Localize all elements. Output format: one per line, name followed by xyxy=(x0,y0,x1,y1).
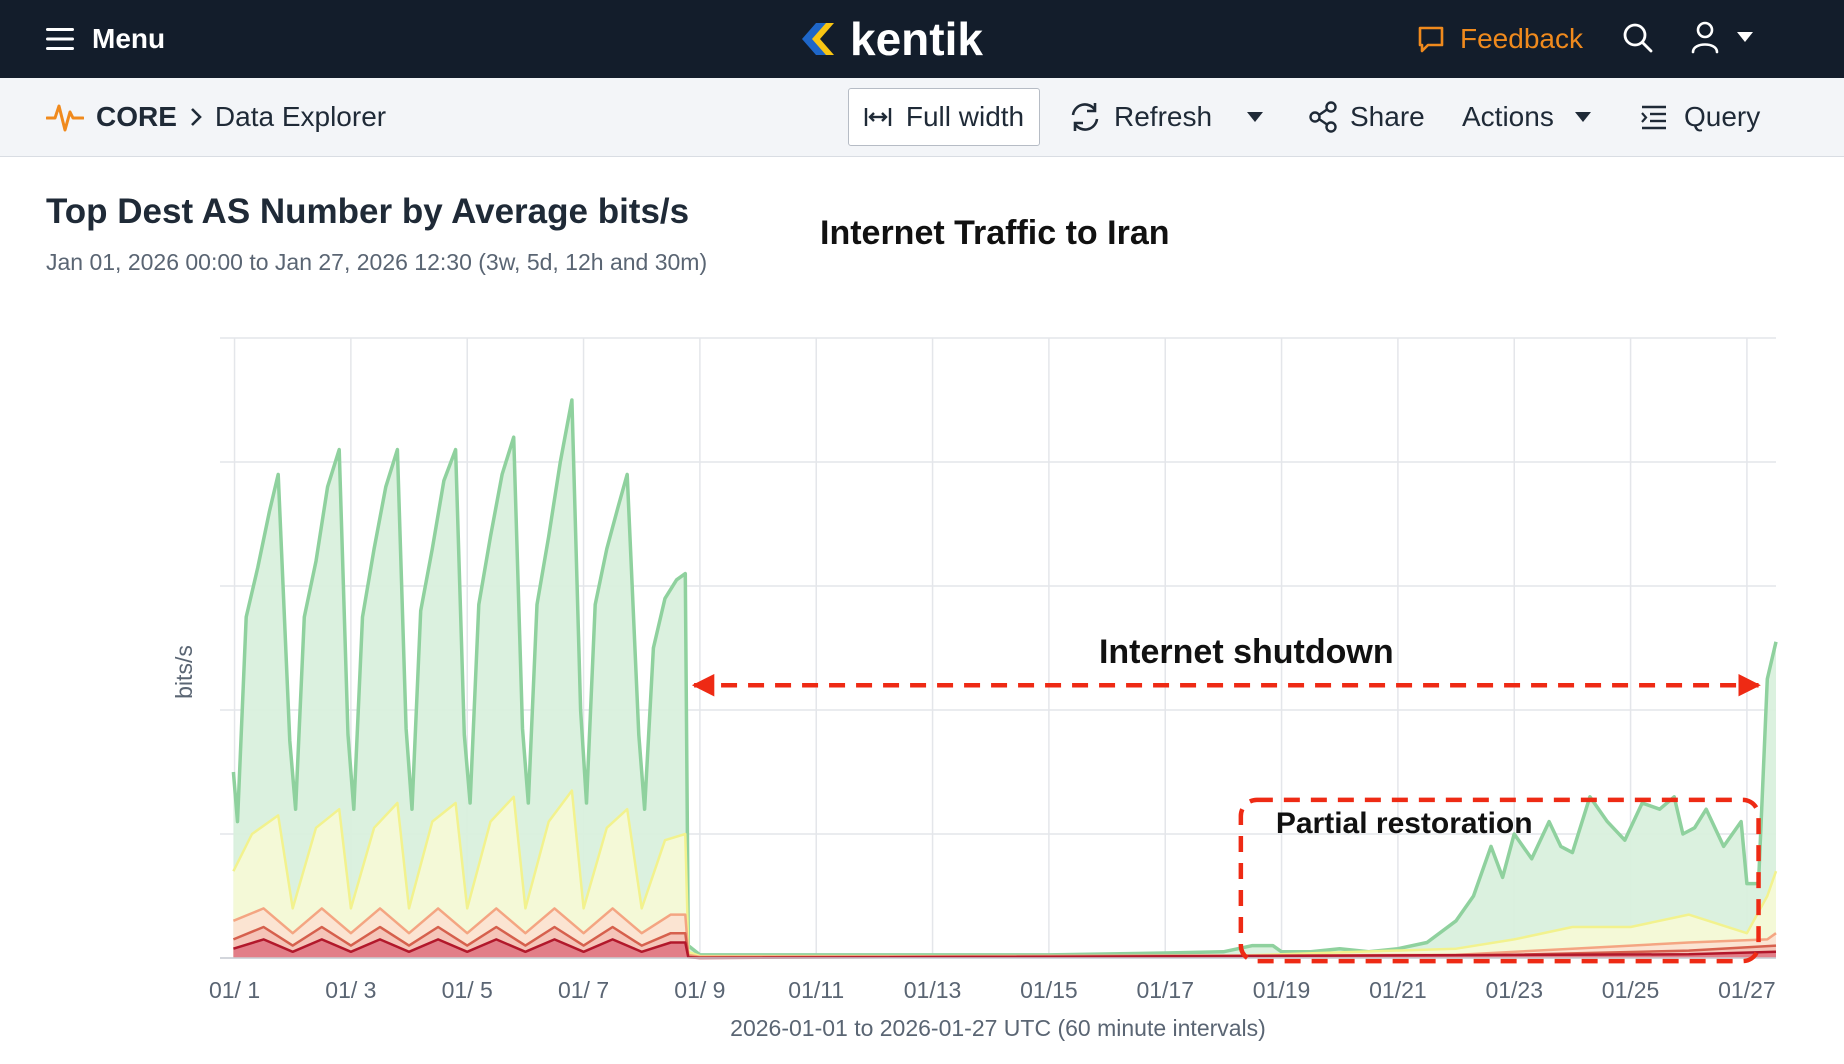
series-area-5 xyxy=(233,939,1776,958)
actions-button[interactable]: Actions xyxy=(1462,98,1592,136)
share-button[interactable]: Share xyxy=(1308,98,1425,136)
x-tick-label: 01/ 7 xyxy=(558,977,609,1003)
caret-down-icon xyxy=(1574,112,1591,122)
x-tick-label: 01/27 xyxy=(1718,977,1776,1003)
overlay-title: Internet Traffic to Iran xyxy=(820,214,1170,252)
x-tick-label: 01/17 xyxy=(1136,977,1194,1003)
x-tick-label: 01/13 xyxy=(904,977,962,1003)
full-width-label: Full width xyxy=(905,101,1025,132)
feedback-label: Feedback xyxy=(1460,23,1583,54)
chart-title: Top Dest AS Number by Average bits/s xyxy=(46,192,690,231)
x-tick-label: 01/ 1 xyxy=(209,977,260,1003)
breadcrumb-page: Data Explorer xyxy=(214,101,387,132)
refresh-icon xyxy=(1071,103,1099,131)
query-list-icon xyxy=(1641,105,1666,130)
refresh-label: Refresh xyxy=(1114,101,1213,132)
feedback-icon xyxy=(1418,26,1444,53)
x-tick-label: 01/19 xyxy=(1253,977,1311,1003)
top-navbar: Menu kentik Feedback xyxy=(0,0,1844,78)
restoration-box xyxy=(1238,797,1761,964)
logo-text: kentik xyxy=(850,13,983,65)
breadcrumb: CORE Data Explorer xyxy=(46,98,386,136)
series-line-5 xyxy=(233,938,1777,960)
x-tick-label: 01/ 3 xyxy=(325,977,376,1003)
x-tick-label: 01/25 xyxy=(1602,977,1660,1003)
x-tick-label: 01/11 xyxy=(788,977,844,1003)
search-button[interactable] xyxy=(1622,22,1654,59)
restoration-label: Partial restoration xyxy=(1276,807,1533,840)
user-menu-button[interactable] xyxy=(1690,20,1754,54)
full-width-button[interactable]: Full width xyxy=(848,88,1040,146)
query-button[interactable]: Query xyxy=(1640,98,1760,136)
chart-date-range: Jan 01, 2026 00:00 to Jan 27, 2026 12:30… xyxy=(46,249,708,275)
query-label: Query xyxy=(1684,101,1761,132)
x-tick-label: 01/21 xyxy=(1369,977,1427,1003)
x-tick-label: 01/23 xyxy=(1485,977,1543,1003)
x-tick-label: 01/15 xyxy=(1020,977,1078,1003)
feedback-button[interactable]: Feedback xyxy=(1416,20,1583,58)
y-axis-title: bits/s xyxy=(171,645,197,699)
refresh-button[interactable]: Refresh xyxy=(1068,98,1212,136)
x-axis-title: 2026-01-01 to 2026-01-27 UTC (60 minute … xyxy=(730,1015,1266,1041)
series-line-2 xyxy=(232,789,1778,958)
share-label: Share xyxy=(1350,101,1425,132)
expand-width-icon xyxy=(864,108,892,126)
x-tick-label: 01/ 9 xyxy=(674,977,725,1003)
series-area-1 xyxy=(233,400,1776,958)
share-icon xyxy=(1309,101,1337,133)
menu-button[interactable]: Menu xyxy=(46,20,165,58)
breadcrumb-core[interactable]: CORE xyxy=(96,101,177,132)
user-icon xyxy=(1691,21,1719,54)
shutdown-label: Internet shutdown xyxy=(1099,633,1394,671)
pulse-icon xyxy=(46,104,84,132)
chart-axes: 01/ 1 01/ 3 01/ 5 01/ 7 01/ 9 01/11 01/13 01/15… xyxy=(171,645,1776,1041)
menu-label: Menu xyxy=(92,23,166,54)
series-line-1 xyxy=(231,398,1778,957)
chart-series xyxy=(231,398,1778,960)
x-tick-label: 01/ 5 xyxy=(442,977,493,1003)
refresh-dropdown-button[interactable] xyxy=(1246,98,1264,136)
hamburger-icon xyxy=(46,28,74,50)
caret-down-icon xyxy=(1737,32,1753,42)
kentik-logo-mark-icon xyxy=(802,23,834,55)
search-icon xyxy=(1623,23,1653,53)
actions-label: Actions xyxy=(1462,101,1554,132)
caret-down-icon xyxy=(1247,112,1263,122)
chart-annotations: Internet shutdown Partial restoration xyxy=(691,633,1761,964)
kentik-logo[interactable]: kentik xyxy=(802,12,983,66)
chevron-right-icon xyxy=(190,108,202,126)
